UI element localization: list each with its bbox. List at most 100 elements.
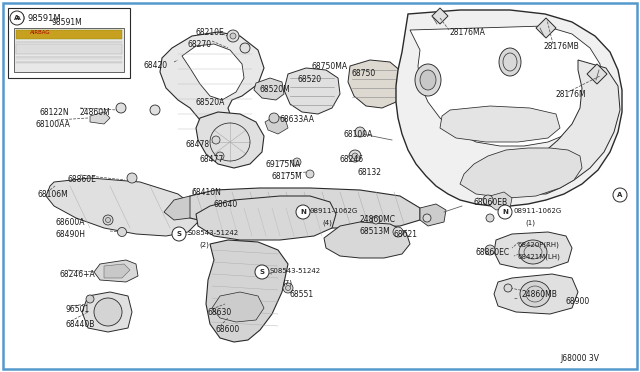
- Text: 68551: 68551: [289, 290, 313, 299]
- Text: 68640: 68640: [213, 200, 237, 209]
- Ellipse shape: [499, 48, 521, 76]
- Text: (2): (2): [199, 241, 209, 247]
- Text: 28176M: 28176M: [556, 90, 587, 99]
- Text: 68750MA: 68750MA: [312, 62, 348, 71]
- Polygon shape: [8, 8, 130, 78]
- Circle shape: [283, 283, 293, 293]
- Text: 28176MB: 28176MB: [543, 42, 579, 51]
- Ellipse shape: [520, 281, 550, 307]
- Text: N: N: [502, 209, 508, 215]
- Text: (4): (4): [322, 219, 332, 225]
- Text: 08911-1062G: 08911-1062G: [513, 208, 561, 214]
- Polygon shape: [494, 232, 572, 268]
- Polygon shape: [324, 222, 410, 258]
- Text: 68420P(RH): 68420P(RH): [517, 242, 559, 248]
- Text: 68421M(LH): 68421M(LH): [517, 253, 560, 260]
- Circle shape: [372, 216, 380, 224]
- Circle shape: [349, 150, 361, 162]
- Text: 69175NA: 69175NA: [266, 160, 301, 169]
- Circle shape: [230, 33, 236, 39]
- Text: 68175M: 68175M: [271, 172, 301, 181]
- Polygon shape: [410, 26, 602, 146]
- Polygon shape: [488, 192, 512, 210]
- Circle shape: [486, 214, 494, 222]
- Circle shape: [296, 205, 310, 219]
- Text: 68520A: 68520A: [196, 98, 225, 107]
- Circle shape: [216, 152, 224, 160]
- Text: 68600A: 68600A: [55, 218, 84, 227]
- Circle shape: [103, 215, 113, 225]
- Circle shape: [423, 214, 431, 222]
- Text: A: A: [618, 192, 623, 198]
- Text: 24860MB: 24860MB: [522, 290, 558, 299]
- Text: (1): (1): [525, 219, 535, 225]
- Circle shape: [613, 188, 627, 202]
- Text: 68630: 68630: [207, 308, 231, 317]
- Text: 68477: 68477: [199, 155, 223, 164]
- Text: 24860MC: 24860MC: [360, 215, 396, 224]
- Text: 68132: 68132: [358, 168, 382, 177]
- Text: S08543-51242: S08543-51242: [270, 268, 321, 274]
- Circle shape: [240, 43, 250, 53]
- Text: S: S: [259, 269, 264, 275]
- Circle shape: [393, 227, 403, 237]
- Polygon shape: [494, 274, 578, 314]
- Circle shape: [306, 170, 314, 178]
- Text: 28176MA: 28176MA: [449, 28, 485, 37]
- Text: J68000 3V: J68000 3V: [560, 354, 599, 363]
- Text: 98591M: 98591M: [52, 18, 83, 27]
- Polygon shape: [94, 260, 138, 282]
- Text: 68060EB: 68060EB: [473, 198, 507, 207]
- Circle shape: [227, 30, 239, 42]
- Polygon shape: [348, 60, 404, 108]
- Text: 68633AA: 68633AA: [280, 115, 315, 124]
- Circle shape: [255, 265, 269, 279]
- Circle shape: [127, 173, 137, 183]
- Ellipse shape: [415, 64, 441, 96]
- Polygon shape: [16, 44, 122, 54]
- Text: 24860M: 24860M: [80, 108, 111, 117]
- Text: 68600: 68600: [215, 325, 239, 334]
- Text: 08911-1062G: 08911-1062G: [310, 208, 358, 214]
- Text: 68520: 68520: [298, 75, 322, 84]
- Ellipse shape: [519, 240, 547, 264]
- Polygon shape: [196, 112, 264, 168]
- Circle shape: [118, 228, 127, 237]
- Circle shape: [150, 105, 160, 115]
- Text: 68900: 68900: [565, 297, 589, 306]
- Circle shape: [12, 12, 24, 24]
- Text: 68520M: 68520M: [260, 85, 291, 94]
- Polygon shape: [164, 196, 190, 220]
- Circle shape: [498, 205, 512, 219]
- Polygon shape: [46, 178, 198, 236]
- Polygon shape: [206, 240, 288, 342]
- Text: A: A: [15, 16, 20, 20]
- Text: 68410N: 68410N: [192, 188, 222, 197]
- Circle shape: [212, 136, 220, 144]
- Text: 68860E: 68860E: [67, 175, 96, 184]
- Polygon shape: [432, 8, 448, 24]
- Ellipse shape: [420, 70, 436, 90]
- Text: 98591M: 98591M: [28, 14, 61, 23]
- Text: 68621: 68621: [393, 230, 417, 239]
- Polygon shape: [212, 292, 264, 322]
- Text: AIRBAG: AIRBAG: [30, 30, 51, 35]
- Text: N: N: [300, 209, 306, 215]
- Circle shape: [116, 103, 126, 113]
- Polygon shape: [14, 28, 124, 72]
- Polygon shape: [420, 204, 446, 226]
- Text: 68246+A: 68246+A: [60, 270, 96, 279]
- Polygon shape: [90, 112, 110, 124]
- Text: 68246: 68246: [340, 155, 364, 164]
- Polygon shape: [440, 106, 560, 142]
- Ellipse shape: [94, 298, 122, 326]
- Polygon shape: [196, 196, 336, 240]
- Text: S: S: [177, 231, 182, 237]
- Text: S08543-51242: S08543-51242: [187, 230, 238, 236]
- Text: 68100AA: 68100AA: [35, 120, 70, 129]
- Text: 68420: 68420: [143, 61, 167, 70]
- Polygon shape: [528, 60, 620, 194]
- Circle shape: [293, 158, 301, 166]
- Polygon shape: [265, 116, 288, 134]
- Polygon shape: [160, 32, 264, 162]
